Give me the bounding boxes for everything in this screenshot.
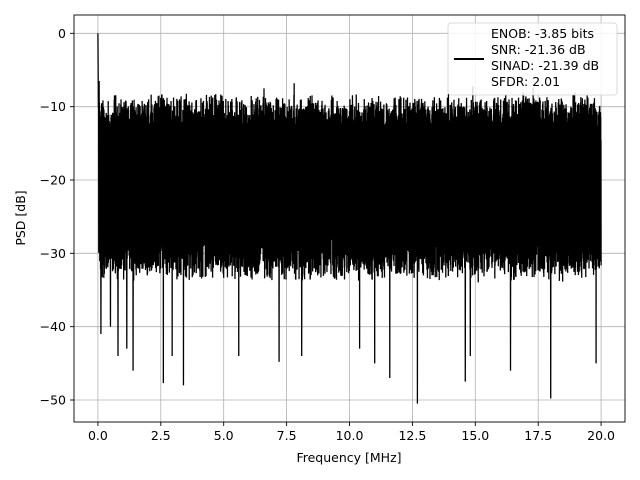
x-axis-ticks: 0.0 2.5 5.0 7.5 10.0 12.5 15.0 17.5 20.0 xyxy=(88,422,615,443)
legend-entry-snr: SNR: -21.36 dB xyxy=(491,42,586,57)
x-tick-label: 7.5 xyxy=(277,428,297,443)
x-tick-label: 17.5 xyxy=(524,428,552,443)
x-tick-label: 15.0 xyxy=(461,428,489,443)
x-tick-label: 20.0 xyxy=(587,428,615,443)
y-tick-label: −10 xyxy=(40,99,66,114)
y-tick-label: −20 xyxy=(40,173,66,188)
x-tick-label: 12.5 xyxy=(398,428,426,443)
legend-box xyxy=(447,22,618,96)
x-tick-label: 10.0 xyxy=(336,428,364,443)
series-line-psd xyxy=(97,33,602,404)
legend-entry-sinad: SINAD: -21.39 dB xyxy=(491,58,599,73)
legend: ENOB: -3.85 bits SNR: -21.36 dB SINAD: -… xyxy=(447,22,618,96)
y-tick-label: −30 xyxy=(40,246,66,261)
y-tick-label: −40 xyxy=(40,319,66,334)
legend-entry-enob: ENOB: -3.85 bits xyxy=(491,26,594,41)
y-axis-label: PSD [dB] xyxy=(13,190,28,245)
y-tick-label: 0 xyxy=(58,26,66,41)
x-tick-label: 5.0 xyxy=(214,428,234,443)
y-axis-ticks: 0 −10 −20 −30 −40 −50 xyxy=(40,26,74,408)
legend-entry-sfdr: SFDR: 2.01 xyxy=(491,74,560,89)
plot-area xyxy=(97,33,602,404)
x-tick-label: 2.5 xyxy=(151,428,171,443)
x-tick-label: 0.0 xyxy=(88,428,108,443)
x-axis-label: Frequency [MHz] xyxy=(296,450,401,465)
y-tick-label: −50 xyxy=(40,393,66,408)
